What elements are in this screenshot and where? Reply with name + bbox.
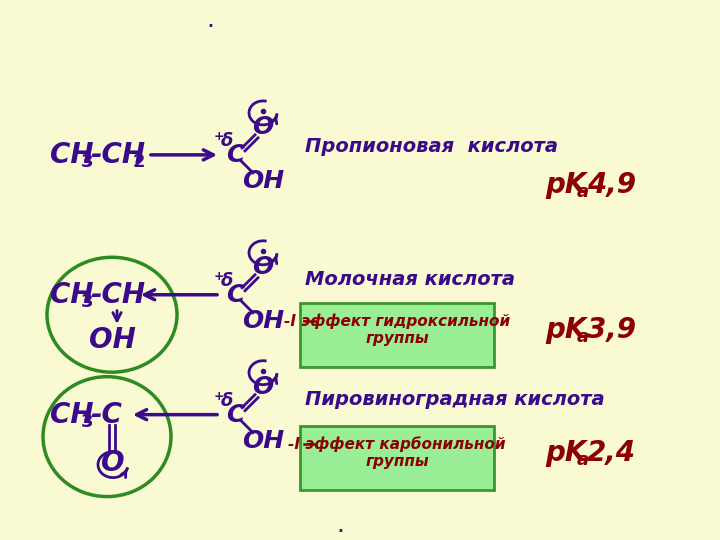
Text: C: C bbox=[226, 283, 244, 307]
Text: C: C bbox=[226, 403, 244, 427]
Text: 3: 3 bbox=[81, 153, 94, 171]
Text: δ: δ bbox=[221, 392, 233, 410]
Text: O: O bbox=[253, 255, 274, 279]
Text: Пропионовая  кислота: Пропионовая кислота bbox=[305, 137, 558, 157]
Text: CH: CH bbox=[50, 401, 94, 429]
Text: Молочная кислота: Молочная кислота bbox=[305, 270, 515, 289]
Text: Пировиноградная кислота: Пировиноградная кислота bbox=[305, 390, 605, 409]
FancyBboxPatch shape bbox=[300, 426, 494, 490]
Text: +: + bbox=[214, 130, 225, 144]
Text: +: + bbox=[214, 390, 225, 403]
Text: a: a bbox=[577, 450, 589, 469]
Text: OH: OH bbox=[242, 169, 284, 193]
Text: C: C bbox=[226, 143, 244, 167]
Text: CH: CH bbox=[50, 141, 94, 169]
Text: 3: 3 bbox=[81, 413, 94, 430]
Text: a: a bbox=[577, 183, 589, 201]
Text: -CH: -CH bbox=[90, 141, 145, 169]
Text: OH: OH bbox=[242, 309, 284, 333]
Text: O: O bbox=[102, 449, 125, 477]
Text: -CH: -CH bbox=[90, 281, 145, 309]
Text: +: + bbox=[214, 270, 225, 284]
Text: 2: 2 bbox=[133, 153, 145, 171]
Text: CH: CH bbox=[50, 281, 94, 309]
Text: 4,9: 4,9 bbox=[587, 171, 636, 199]
Text: O: O bbox=[253, 115, 274, 139]
Text: -I эффект карбонильной
группы: -I эффект карбонильной группы bbox=[288, 436, 505, 469]
Text: OH: OH bbox=[242, 429, 284, 453]
Text: pK: pK bbox=[545, 316, 586, 344]
Text: .: . bbox=[206, 8, 214, 32]
Text: δ: δ bbox=[221, 272, 233, 290]
Text: 2,4: 2,4 bbox=[587, 438, 636, 467]
Text: 3: 3 bbox=[81, 293, 94, 310]
Text: OH: OH bbox=[89, 326, 135, 354]
Text: .: . bbox=[336, 512, 344, 537]
Text: δ: δ bbox=[221, 132, 233, 150]
Text: -I эффект гидроксильной
группы: -I эффект гидроксильной группы bbox=[284, 313, 510, 346]
FancyBboxPatch shape bbox=[300, 303, 494, 367]
Text: pK: pK bbox=[545, 438, 586, 467]
Text: pK: pK bbox=[545, 171, 586, 199]
Text: 3,9: 3,9 bbox=[587, 316, 636, 344]
Text: a: a bbox=[577, 328, 589, 346]
Text: O: O bbox=[253, 375, 274, 399]
Text: -C: -C bbox=[90, 401, 122, 429]
